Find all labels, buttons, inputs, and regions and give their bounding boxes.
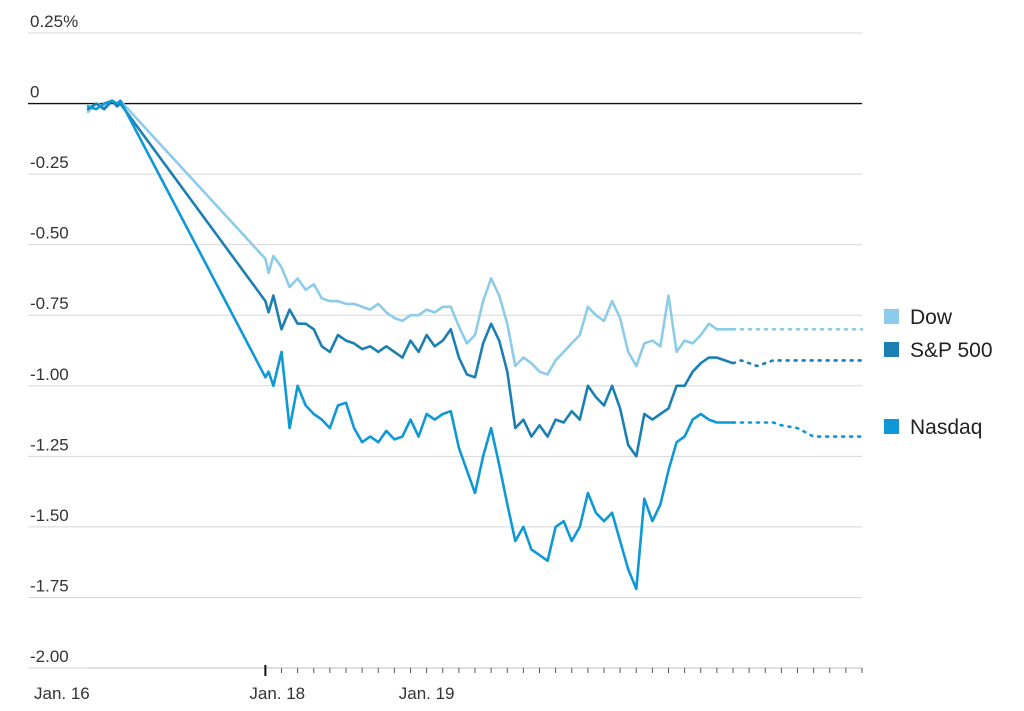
nasdaq-line [86,99,735,591]
x-axis: Jan. 16 Jan. 18 Jan. 19 [34,665,863,703]
x-tick-label: Jan. 19 [399,684,455,703]
y-tick-label: -0.25 [30,153,69,172]
s-p-500-line [86,99,735,458]
y-tick-label: -1.50 [30,506,69,525]
s-p-500-legend-label: S&P 500 [910,339,993,362]
nasdaq-legend-swatch [884,419,899,434]
x-tick-label: Jan. 16 [34,684,90,703]
y-tick-label: -2.00 [30,647,69,666]
y-tick-label: 0 [30,83,39,102]
legend: Dow S&P 500 Nasdaq [884,306,993,439]
dow-line [86,99,735,376]
y-tick-label: -0.75 [30,294,69,313]
nasdaq-line-projection [731,421,864,438]
dow-legend-label: Dow [910,306,953,329]
y-tick-label: -1.25 [30,435,69,454]
y-axis-tick-labels: 0.25% 0 -0.25 -0.50 -0.75 -1.00 -1.25 -1.50 -1.7… [30,12,78,666]
s-p-500-legend-swatch [884,342,899,357]
dow-legend-swatch [884,309,899,324]
series-lines [86,99,864,591]
s-p-500-line-projection [731,359,864,368]
x-tick-label: Jan. 18 [249,684,305,703]
y-tick-label: -1.00 [30,365,69,384]
gridlines [28,32,862,669]
y-tick-label: -1.75 [30,576,69,595]
y-tick-label: -0.50 [30,224,69,243]
nasdaq-legend-label: Nasdaq [910,416,982,439]
y-tick-label: 0.25% [30,12,78,31]
